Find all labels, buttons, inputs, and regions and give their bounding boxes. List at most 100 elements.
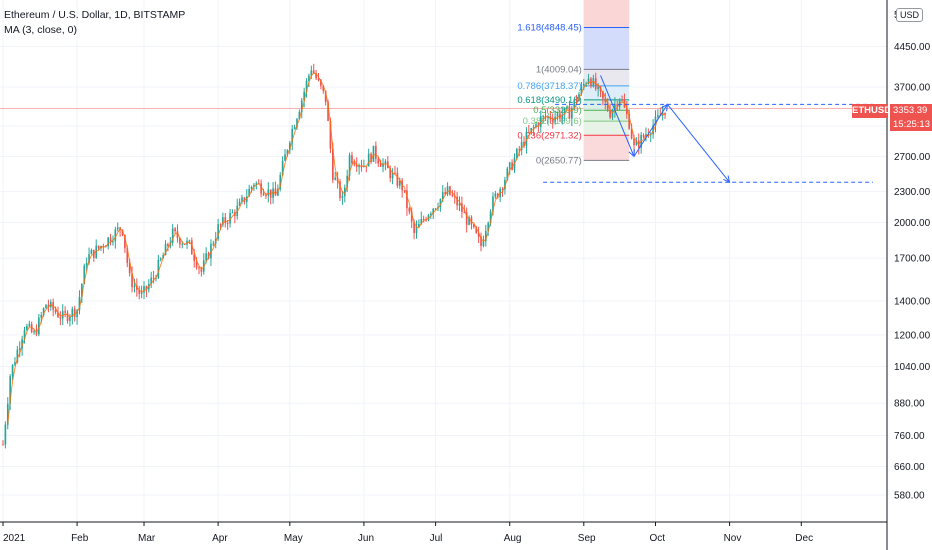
candle-body: [623, 100, 626, 108]
candle-body: [248, 188, 251, 197]
candle-body: [398, 180, 401, 186]
candle-body: [107, 237, 110, 247]
candle-body: [633, 138, 635, 146]
indicator-label: MA (3, close, 0): [4, 24, 77, 36]
time-tick-label: Jul: [430, 533, 443, 544]
candle-body: [145, 286, 148, 290]
time-tick-label: Mar: [138, 533, 156, 544]
price-tick-label: 4450.00: [894, 42, 931, 53]
candle-body: [205, 253, 207, 261]
candle-body: [351, 155, 353, 164]
candle-body: [480, 236, 482, 247]
candle-body: [66, 312, 69, 321]
currency-button[interactable]: USD: [896, 8, 924, 22]
candle-body: [83, 265, 86, 285]
trend-drawings[interactable]: [543, 75, 873, 184]
fib-level-label: 1.618(4848.45): [517, 22, 581, 33]
candle-body: [473, 224, 475, 227]
bar-countdown-label: 15:25:13: [890, 118, 932, 131]
candle-body: [114, 229, 117, 242]
trend-line[interactable]: [600, 75, 635, 157]
candle-body: [382, 163, 384, 167]
candle-body: [260, 183, 262, 194]
candle-body: [331, 148, 334, 180]
price-tick-label: 580.00: [894, 491, 925, 502]
trend-line[interactable]: [633, 104, 668, 157]
candle-body: [573, 99, 576, 108]
candle-body: [322, 85, 325, 91]
price-tick-label: 1200.00: [894, 330, 931, 341]
price-tick-label: 880.00: [894, 399, 925, 410]
candle-body: [501, 188, 504, 190]
candle-body: [484, 230, 487, 242]
candle-body: [54, 309, 57, 313]
candle-body: [97, 245, 100, 249]
candle-body: [171, 228, 174, 243]
candle-body: [418, 223, 420, 227]
fib-level-label: 1(4009.04): [536, 64, 582, 75]
time-axis[interactable]: 2021 Feb Mar Apr May Jun Jul Aug Sep Oct Nov Dec: [2, 522, 813, 544]
candle-body: [461, 203, 463, 213]
candle-body: [167, 244, 169, 247]
candle-body: [140, 292, 143, 294]
symbol-price-tag: ETHUSD: [852, 104, 892, 118]
trend-line[interactable]: [667, 104, 730, 183]
fib-zone: [583, 99, 630, 111]
candle-body: [23, 330, 26, 340]
candle-body: [449, 186, 451, 195]
candle-body: [532, 127, 535, 129]
candle-body: [131, 273, 133, 288]
candle-body: [305, 80, 308, 92]
fib-level-label: 0.382(3169.6): [523, 116, 582, 127]
fib-zone: [583, 110, 630, 122]
candle-body: [413, 221, 415, 233]
candle-body: [355, 164, 358, 168]
ma-line: [7, 72, 666, 424]
candle-body: [535, 124, 537, 128]
candle-body: [403, 190, 406, 192]
candle-body: [463, 212, 466, 214]
candle-body: [353, 163, 356, 165]
symbol-title: Ethereum / U.S. Dollar, 1D, BITSTAMP: [4, 9, 186, 21]
candle-body: [226, 223, 229, 225]
candle-body: [329, 120, 332, 149]
candle-body: [45, 304, 47, 309]
candle-body: [14, 362, 16, 365]
candle-body: [635, 140, 638, 146]
fib-retracement[interactable]: 1.618(4848.45) 1(4009.04) 0.786(3718.37) 0.…: [517, 0, 630, 166]
candle-body: [4, 424, 7, 445]
candle-body: [124, 234, 126, 249]
candle-body: [556, 113, 559, 117]
candle-body: [568, 106, 571, 119]
candle-body: [296, 119, 298, 128]
candle-body: [346, 175, 349, 188]
candle-body: [339, 181, 341, 199]
candle-body: [2, 444, 4, 446]
moving-average-line: [7, 72, 666, 424]
candle-body: [219, 224, 222, 226]
candle-body: [616, 103, 619, 107]
candle-body: [317, 78, 320, 80]
candle-body: [439, 199, 442, 208]
candle-body: [422, 218, 425, 220]
fib-level-label: 0.618(3490.18): [517, 95, 581, 106]
candle-body: [300, 100, 303, 112]
candle-body: [444, 192, 447, 195]
time-tick-label: Apr: [212, 533, 228, 544]
candle-body: [200, 268, 203, 272]
candle-body: [310, 70, 313, 76]
candle-body: [561, 114, 564, 119]
price-axis[interactable]: 580.00 660.00 760.00 880.00 1040.00 1200.00 14…: [894, 10, 931, 502]
candle-body: [88, 254, 90, 263]
candle-body: [281, 160, 284, 175]
candle-body: [190, 240, 193, 255]
candle-body: [42, 308, 45, 316]
candle-body: [348, 155, 351, 176]
candle-body: [64, 311, 66, 313]
candle-body: [174, 228, 176, 232]
candle-body: [614, 103, 616, 111]
candle-body: [525, 131, 528, 147]
candle-body: [343, 187, 346, 197]
candle-body: [420, 218, 423, 224]
